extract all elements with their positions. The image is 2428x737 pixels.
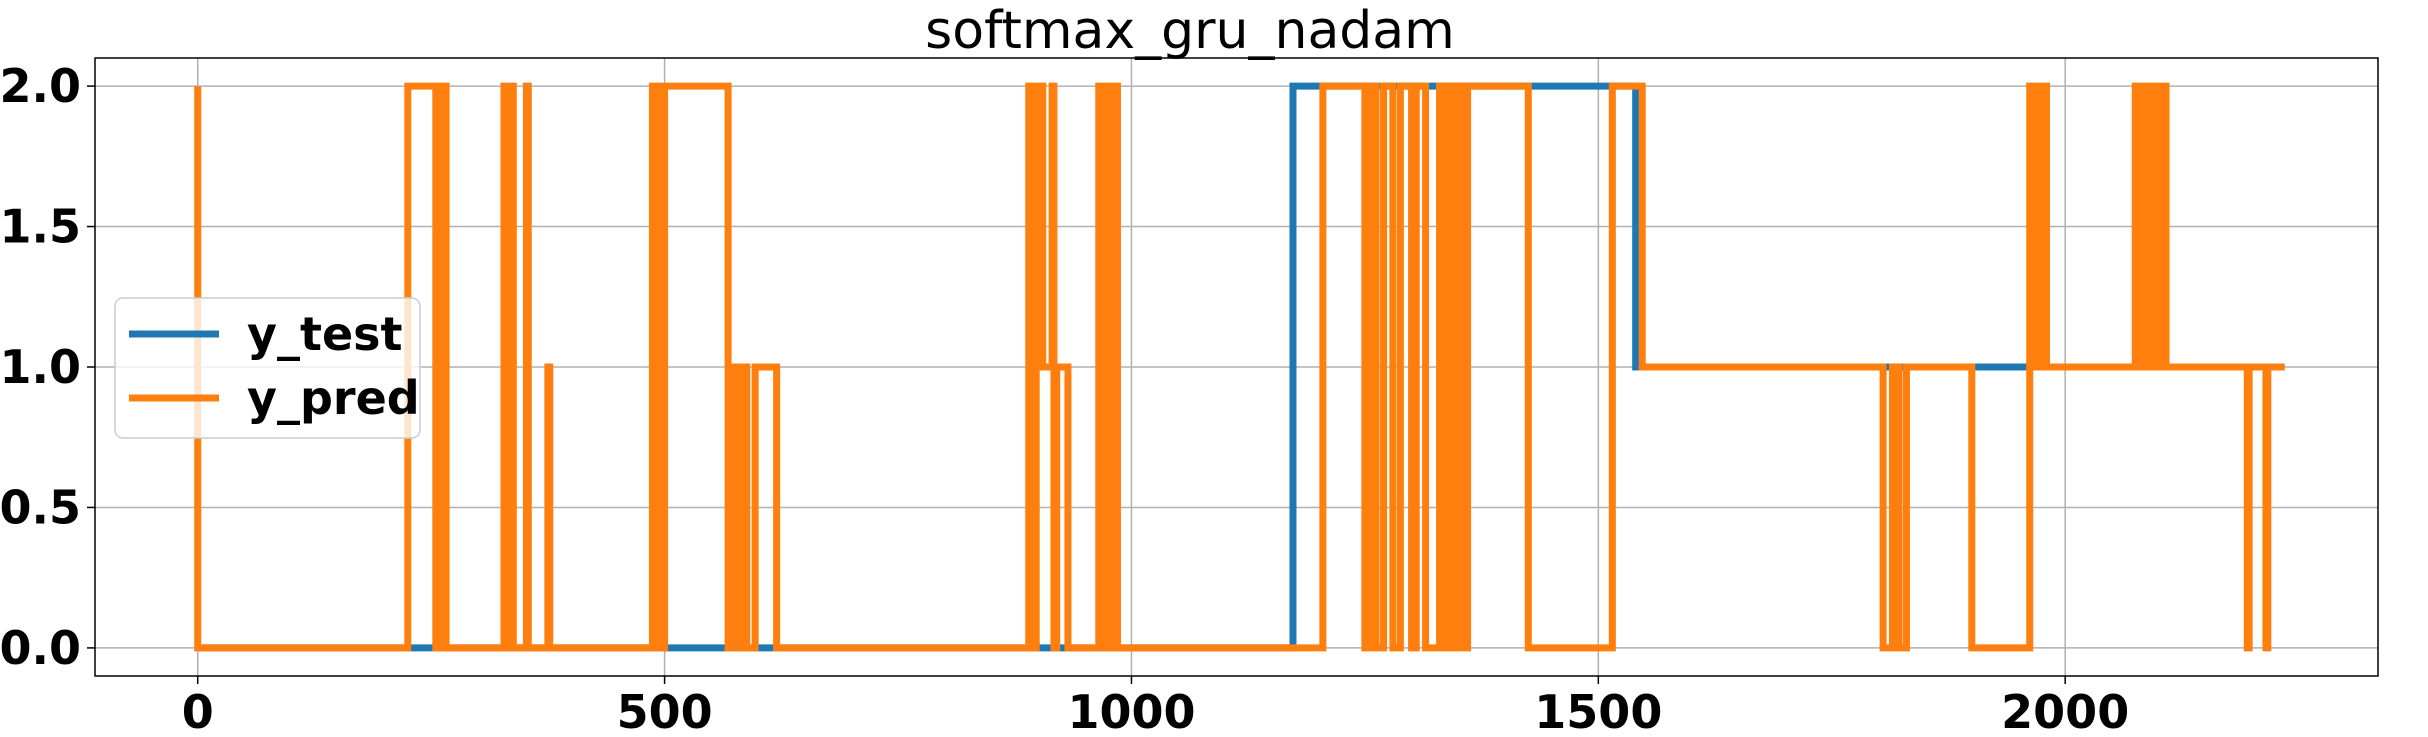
legend-label-y-pred: y_pred bbox=[247, 371, 420, 425]
series-line-y-pred bbox=[194, 82, 2285, 652]
chart-title: softmax_gru_nadam bbox=[925, 1, 1455, 61]
y-tick-label: 2.0 bbox=[0, 59, 81, 113]
legend-label-y-test: y_test bbox=[247, 307, 403, 361]
x-tick-label: 0 bbox=[182, 685, 214, 737]
y-tick-label: 0.5 bbox=[0, 480, 81, 534]
axis-ticks: 0 500 1000 1500 2000 0.0 0.5 1.0 1.5 2.0 bbox=[0, 59, 2129, 737]
series-layer bbox=[194, 82, 2285, 652]
y-tick-label: 1.0 bbox=[0, 340, 81, 394]
x-tick-label: 1500 bbox=[1534, 685, 1662, 737]
x-tick-label: 500 bbox=[617, 685, 713, 737]
y-tick-label: 0.0 bbox=[0, 621, 81, 675]
legend: y_test y_pred bbox=[114, 297, 421, 439]
x-tick-label: 2000 bbox=[2001, 685, 2129, 737]
y-tick-label: 1.5 bbox=[0, 200, 81, 254]
x-tick-label: 1000 bbox=[1067, 685, 1195, 737]
